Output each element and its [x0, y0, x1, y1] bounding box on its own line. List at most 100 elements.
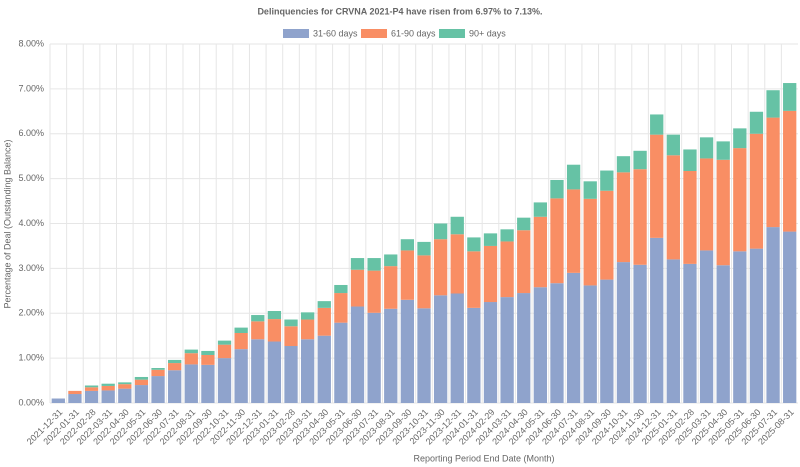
bar-segment [251, 339, 265, 403]
bar-segment [334, 293, 348, 323]
bar-segment [483, 245, 498, 303]
bar-segment [583, 198, 597, 286]
bar-segment [583, 285, 597, 403]
bar-segment [234, 327, 248, 333]
bar-segment [550, 283, 564, 403]
bar-segment [666, 134, 680, 156]
bar-segment [683, 149, 697, 171]
bar-segment [417, 241, 431, 256]
bar-segment [201, 350, 215, 355]
bar-segment [450, 234, 464, 294]
bar-segment [267, 341, 282, 403]
bar-segment [600, 170, 614, 191]
bar-segment [234, 349, 248, 403]
bar-segment [134, 385, 149, 403]
y-axis-title: Percentage of Deal (Outstanding Balance) [2, 139, 12, 308]
bar-segment [251, 315, 265, 322]
y-tick-label: 5.00% [18, 173, 44, 183]
bar-segment [533, 287, 548, 403]
bar-segment [300, 319, 315, 340]
bar-segment [84, 385, 99, 388]
bar-segment [300, 339, 315, 403]
bar-segment [683, 170, 697, 264]
bar-segment [566, 272, 581, 403]
bar-segment [134, 379, 149, 386]
bar-segment [284, 326, 298, 347]
legend-label: 61-90 days [391, 28, 436, 38]
bar-segment [467, 251, 481, 308]
y-tick-label: 4.00% [18, 218, 44, 228]
bar-segment [533, 202, 548, 217]
bar-segment [184, 364, 198, 403]
bar-segment [699, 250, 714, 403]
y-tick-label: 1.00% [18, 353, 44, 363]
y-tick-label: 0.00% [18, 397, 44, 407]
bar-segment [633, 169, 647, 265]
bar-segment [51, 398, 65, 403]
bar-segment [384, 266, 398, 309]
y-tick-label: 3.00% [18, 263, 44, 273]
bar-segment [583, 181, 597, 199]
bar-segment [716, 141, 730, 160]
bar-segment [384, 308, 398, 403]
bar-segment [317, 301, 331, 308]
bar-segment [566, 189, 581, 273]
bar-segment [467, 237, 481, 252]
bar-segment [766, 90, 780, 118]
bar-segment [168, 359, 182, 364]
bar-segment [118, 382, 132, 385]
bar-segment [134, 376, 149, 380]
bar-segment [500, 297, 514, 403]
bar-segment [749, 133, 764, 249]
bar-segment [400, 299, 415, 403]
bar-segment [733, 148, 747, 252]
bar-segment [101, 385, 115, 391]
bar-segment [151, 376, 165, 403]
bar-segment [284, 319, 298, 327]
bar-segment [84, 387, 99, 391]
bar-segment [633, 150, 647, 170]
bar-segment [284, 346, 298, 403]
bar-segment [616, 172, 631, 263]
bar-segment [783, 231, 797, 403]
bar-segment [234, 332, 248, 350]
bar-segment [151, 369, 165, 377]
bar-segment [616, 262, 631, 403]
bar-segment [699, 158, 714, 251]
bar-segment [500, 241, 514, 298]
bar-segment [317, 335, 331, 403]
bar-segment [483, 233, 498, 246]
legend-swatch [361, 29, 387, 38]
y-tick-label: 7.00% [18, 83, 44, 93]
bar-segment [500, 229, 514, 242]
bar-segment [251, 321, 265, 340]
bar-segment [533, 216, 548, 288]
bar-segment [517, 230, 531, 294]
bar-segment [367, 270, 381, 313]
chart-title: Delinquencies for CRVNA 2021-P4 have ris… [257, 6, 542, 16]
bar-segment [650, 237, 664, 403]
bar-segment [733, 128, 747, 149]
bar-segment [68, 390, 82, 395]
bar-segment [550, 198, 564, 284]
bar-segment [84, 390, 99, 403]
bar-segment [467, 307, 481, 403]
bar-segment [450, 216, 464, 235]
x-axis-title: Reporting Period End Date (Month) [413, 453, 554, 463]
bar-segment [450, 293, 464, 403]
bar-segment [417, 308, 431, 403]
bar-segment [600, 279, 614, 403]
bar-segment [184, 349, 198, 354]
bar-segment [400, 239, 415, 251]
legend-swatch [283, 29, 309, 38]
bar-segment [201, 354, 215, 365]
bar-segment [417, 255, 431, 309]
bar-segment [267, 311, 282, 320]
legend-swatch [439, 29, 465, 38]
legend-label: 90+ days [469, 28, 506, 38]
bar-segment [118, 384, 132, 389]
bar-segment [783, 83, 797, 111]
bar-segment [483, 302, 498, 403]
bar-segment [400, 250, 415, 300]
